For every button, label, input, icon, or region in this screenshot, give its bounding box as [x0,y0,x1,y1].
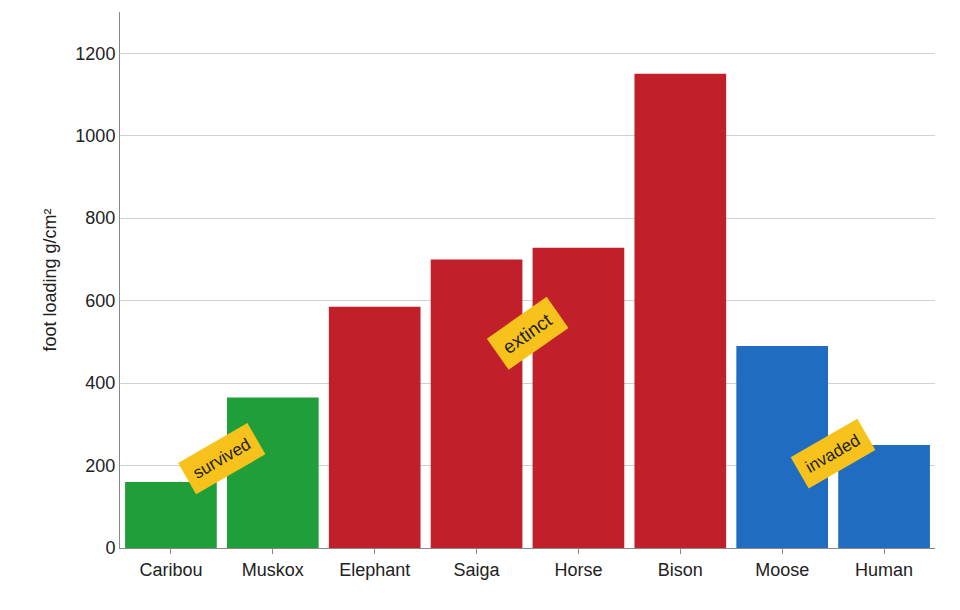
svg-text:Saiga: Saiga [454,560,501,580]
svg-text:600: 600 [85,291,115,311]
svg-text:extinct: extinct [499,309,557,358]
svg-text:Moose: Moose [755,560,809,580]
svg-text:Elephant: Elephant [339,560,410,580]
svg-text:200: 200 [85,456,115,476]
svg-text:1000: 1000 [75,126,115,146]
svg-text:Bison: Bison [658,560,703,580]
svg-text:Horse: Horse [554,560,602,580]
svg-text:0: 0 [105,538,115,558]
svg-text:Muskox: Muskox [242,560,304,580]
svg-text:800: 800 [85,208,115,228]
svg-text:1200: 1200 [75,44,115,64]
svg-text:Human: Human [855,560,913,580]
svg-text:foot loading g/cm²: foot loading g/cm² [40,208,60,351]
svg-text:Caribou: Caribou [139,560,202,580]
svg-text:survived: survived [190,435,254,483]
svg-text:400: 400 [85,373,115,393]
svg-text:invaded: invaded [802,431,863,477]
